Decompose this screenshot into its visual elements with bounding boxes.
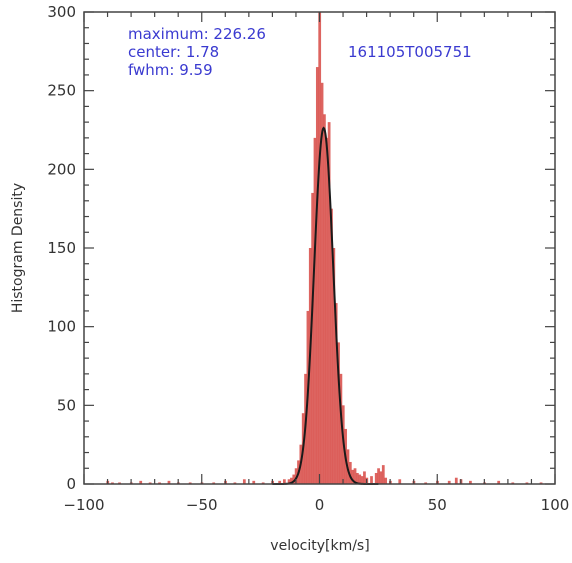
- histogram-bar: [358, 474, 362, 484]
- histogram-bar: [525, 482, 529, 484]
- y-axis-label: Histogram Density: [10, 183, 26, 313]
- histogram-bar: [384, 477, 388, 484]
- histogram-bar: [424, 482, 428, 484]
- annotation-maximum: maximum: 226.26: [128, 25, 266, 43]
- y-tick-label: 300: [47, 3, 76, 21]
- histogram-bar: [374, 472, 378, 484]
- histogram-bar: [118, 482, 121, 484]
- histogram-bar: [313, 137, 317, 484]
- x-tick-label: 0: [315, 496, 325, 514]
- histogram-bar: [334, 303, 338, 484]
- y-tick-label: 250: [47, 82, 76, 100]
- histogram-bar: [348, 461, 352, 484]
- histogram-bar: [325, 137, 329, 484]
- annotation-center: center: 1.78: [128, 43, 219, 61]
- histogram-bar: [351, 469, 355, 484]
- histogram-bar: [398, 479, 402, 484]
- histogram-bar: [188, 482, 192, 484]
- x-tick-label: 100: [541, 496, 570, 514]
- histogram-bar: [360, 476, 364, 484]
- histogram-bar: [454, 477, 458, 484]
- y-tick-label: 50: [57, 396, 76, 414]
- histogram-bar: [320, 82, 324, 485]
- histogram-bar: [379, 471, 383, 484]
- histogram-bar: [233, 482, 237, 484]
- histogram-bar: [311, 192, 315, 484]
- y-tick-label: 0: [66, 475, 76, 493]
- x-tick-label: −50: [186, 496, 218, 514]
- histogram-bar: [318, 12, 322, 484]
- histogram-bar: [278, 480, 282, 484]
- y-tick-label: 200: [47, 160, 76, 178]
- histogram-bar: [511, 482, 515, 484]
- histogram-bar: [323, 114, 326, 485]
- histogram-bar: [447, 480, 451, 484]
- histogram-bar: [261, 482, 265, 484]
- histogram-bar: [370, 476, 373, 484]
- axis-ticks: −100 −50 0 50 100 0 50 100 150 200 250 300: [47, 3, 569, 514]
- histogram-bar: [337, 342, 340, 484]
- histogram-bar: [287, 479, 291, 484]
- histogram-bar: [315, 67, 319, 484]
- histogram-bar: [290, 477, 293, 484]
- histogram-bar: [363, 471, 366, 484]
- histogram-bar: [252, 480, 256, 484]
- histogram-bar: [497, 480, 501, 484]
- histogram-bar: [539, 482, 543, 484]
- histogram-bar: [158, 482, 161, 484]
- histogram-bar: [148, 482, 152, 484]
- histogram-bar: [332, 248, 336, 484]
- histogram-bar: [353, 468, 357, 484]
- histogram-bar: [139, 480, 143, 484]
- histogram-bar: [212, 482, 216, 484]
- histogram-bar: [469, 480, 472, 484]
- histogram-bar: [242, 479, 246, 484]
- histogram-bar: [167, 480, 171, 484]
- histogram-bar: [327, 122, 331, 484]
- histogram-bar: [356, 472, 359, 484]
- y-tick-label: 100: [47, 318, 76, 336]
- histogram-bar: [292, 474, 296, 484]
- histogram-bar: [339, 373, 343, 484]
- histogram-bars: [106, 12, 543, 485]
- annotation-event-id: 161105T005751: [348, 43, 472, 61]
- x-tick-label: 50: [428, 496, 447, 514]
- y-tick-label: 150: [47, 239, 76, 257]
- histogram-bar: [283, 479, 286, 484]
- histogram-bar: [377, 468, 380, 484]
- histogram-bar: [330, 208, 333, 485]
- annotation-fwhm: fwhm: 9.59: [128, 61, 213, 79]
- histogram-bar: [111, 482, 114, 484]
- x-tick-label: −100: [63, 496, 104, 514]
- histogram-bar: [381, 465, 385, 484]
- x-axis-label: velocity[km/s]: [270, 538, 369, 554]
